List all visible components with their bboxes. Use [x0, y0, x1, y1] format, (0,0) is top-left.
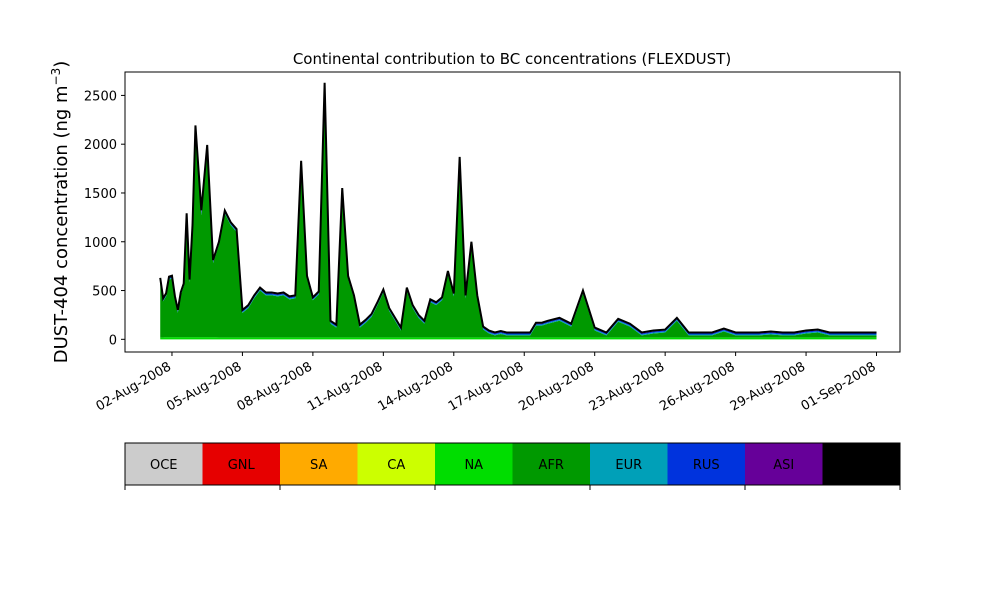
plot-frame: [124, 71, 901, 353]
x-tick-label: 14-Aug-2008: [375, 359, 455, 414]
legend-swatch-na: [435, 443, 513, 485]
y-tick-label: 500: [92, 285, 117, 300]
legend-label-na: NA: [464, 458, 483, 473]
legend-label-rus: RUS: [693, 458, 720, 473]
legend-swatch-sa: [280, 443, 358, 485]
legend-swatch-eur: [590, 443, 668, 485]
stacked-areas: [160, 82, 877, 340]
x-tick-label: 29-Aug-2008: [728, 359, 808, 414]
x-tick-label: 26-Aug-2008: [657, 359, 737, 414]
x-tick-label: 01-Sep-2008: [799, 359, 879, 414]
x-tick-label: 11-Aug-2008: [305, 359, 385, 414]
y-axis-label-close: ): [51, 61, 72, 68]
legend-swatch-rus: [667, 443, 745, 485]
legend-label-sa: SA: [310, 458, 327, 473]
legend-label-eur: EUR: [615, 458, 642, 473]
legend-swatch-oce: [125, 443, 203, 485]
legend-swatch-asi: [745, 443, 823, 485]
legend-swatch-ca: [357, 443, 435, 485]
y-tick-label: 0: [109, 333, 117, 348]
x-tick-label: 20-Aug-2008: [516, 359, 596, 414]
legend-swatch-aus: [822, 443, 900, 485]
legend-swatch-gnl: [202, 443, 280, 485]
legend-label-gnl: GNL: [228, 458, 256, 473]
y-tick-label: 2500: [84, 89, 117, 104]
y-axis-label: DUST-404 concentration (ng m−3): [49, 61, 72, 364]
x-tick-label: 02-Aug-2008: [94, 359, 174, 414]
area-na: [160, 337, 877, 340]
legend-frame: [124, 442, 901, 486]
legend-label-ca: CA: [387, 458, 405, 473]
y-tick-label: 1500: [84, 187, 117, 202]
legend-swatch-afr: [512, 443, 590, 485]
series-total-line: [159, 82, 877, 334]
x-tick-label: 23-Aug-2008: [587, 359, 667, 414]
y-tick-label: 1000: [84, 236, 117, 251]
legend-label-aus: AUS: [848, 458, 875, 473]
y-axis-label-superscript: −3: [49, 68, 63, 86]
area-afr: [160, 91, 877, 338]
x-tick-label: 05-Aug-2008: [164, 359, 244, 414]
y-axis-ticks: 0 500 1000 1500 2000 2500: [84, 89, 125, 348]
y-tick-label: 2000: [84, 138, 117, 153]
x-axis-ticks: 02-Aug-200805-Aug-200808-Aug-200811-Aug-…: [94, 352, 879, 415]
legend-colorbar: OCE GNL SA CA NA AFR EUR RUS ASI AUS: [124, 442, 901, 490]
legend-label-asi: ASI: [773, 458, 794, 473]
x-tick-label: 08-Aug-2008: [235, 359, 315, 414]
legend-label-oce: OCE: [150, 458, 178, 473]
x-tick-label: 17-Aug-2008: [446, 359, 526, 414]
legend-label-afr: AFR: [539, 458, 564, 473]
chart-title: Continental contribution to BC concentra…: [293, 50, 731, 68]
